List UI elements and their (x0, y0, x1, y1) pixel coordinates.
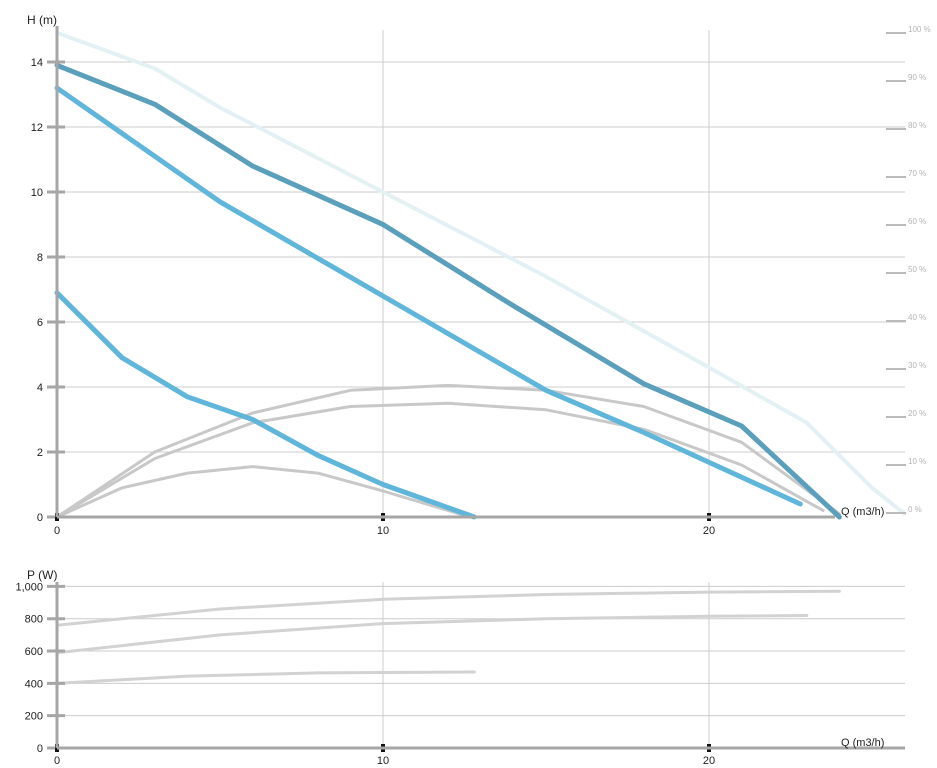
efficiency-tick-label: 60 % (908, 217, 926, 226)
head-y-tick-label: 2 (37, 447, 43, 459)
power-panel: 0 200 400 600 800 1,000 0 10 20 P (W) Q (m3/h) (15, 568, 905, 767)
head-y-tick-label: 4 (37, 382, 43, 394)
power-y-tick-label: 1,000 (15, 581, 43, 593)
head-y-tick-label: 12 (31, 122, 43, 134)
efficiency-tick-label: 40 % (908, 313, 926, 322)
power-curve (55, 589, 841, 627)
head-x-axis-label: Q (m3/h) (841, 506, 884, 518)
head-curve (54, 290, 477, 520)
head-x-tick-label: 10 (377, 525, 389, 537)
efficiency-tick-label: 20 % (908, 409, 926, 418)
head-y-tick-label: 10 (31, 187, 43, 199)
efficiency-tick-label: 0 % (908, 505, 922, 514)
power-x-axis-label: Q (m3/h) (841, 737, 884, 749)
power-x-tick-label: 10 (377, 755, 389, 767)
efficiency-curve (55, 383, 841, 519)
head-panel: 0 2 4 6 8 10 12 14 0 10 20 0 % 10 % 20 % 30 % 40 % 50 % 6… (27, 13, 931, 537)
head-y-tick-label: 14 (31, 57, 43, 69)
power-curve (55, 670, 476, 685)
head-curve (54, 62, 842, 520)
head-x-tick-label: 0 (54, 525, 60, 537)
power-axis-label: P (W) (27, 568, 57, 582)
head-y-tick-label: 8 (37, 252, 43, 264)
head-y-tick-label: 6 (37, 317, 43, 329)
head-x-tick-label: 20 (703, 525, 715, 537)
head-y-tick-label: 0 (37, 512, 43, 524)
power-y-tick-label: 800 (25, 614, 43, 626)
power-x-tick-label: 20 (703, 755, 715, 767)
power-y-tick-label: 600 (25, 646, 43, 658)
efficiency-tick-label: 70 % (908, 169, 926, 178)
efficiency-tick-label: 100 % (908, 25, 931, 34)
head-curve (54, 85, 803, 507)
power-curve (55, 614, 809, 655)
power-y-tick-label: 400 (25, 678, 43, 690)
efficiency-tick-label: 90 % (908, 73, 926, 82)
efficiency-tick-label: 80 % (908, 121, 926, 130)
efficiency-tick-label: 50 % (908, 265, 926, 274)
efficiency-tick-label: 10 % (908, 457, 926, 466)
head-axis-label: H (m) (27, 13, 57, 27)
power-x-tick-label: 0 (54, 755, 60, 767)
power-y-tick-label: 0 (37, 743, 43, 755)
efficiency-tick-label: 30 % (908, 361, 926, 370)
efficiency-curve (55, 465, 466, 519)
efficiency-curve (55, 401, 825, 519)
max-head-envelope (55, 30, 907, 516)
power-y-tick-label: 200 (25, 711, 43, 723)
